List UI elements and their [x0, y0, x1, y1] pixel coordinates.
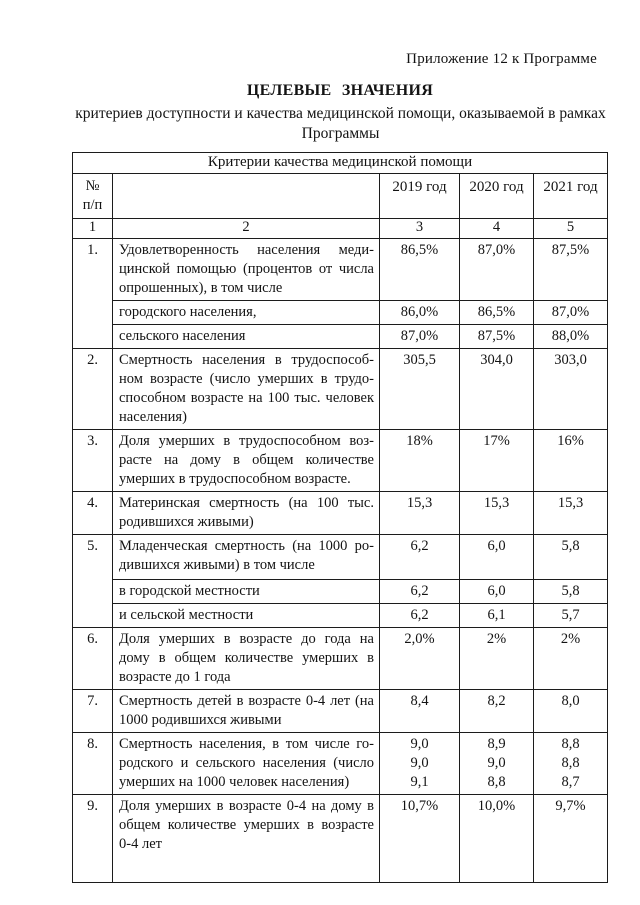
value-2021: 88,0% [532, 324, 609, 349]
row-number: 6. [72, 627, 113, 690]
table-row: 5. Младенческая смертность (на 1000 ро­д… [72, 534, 609, 628]
row-number: 7. [72, 689, 113, 733]
table-row: 1. Удовлетворенность населения меди­цинс… [72, 238, 609, 349]
value-2020: 10,0% [459, 794, 534, 883]
table-row: 4. Материнская смертность (на 100 тыс. р… [72, 491, 609, 535]
table-subrow: и сельской местности 6,2 6,1 5,7 [73, 603, 609, 628]
value-2019: 87,0% [379, 324, 460, 349]
value-2020: 2% [459, 627, 534, 690]
value-2020: 17% [459, 429, 534, 492]
value-2019: 86,0% [379, 300, 460, 325]
value-2020: 15,3 [459, 491, 534, 535]
table-row: 3. Доля умерших в трудоспособном воз­рас… [72, 429, 609, 492]
value-2020: 304,0 [459, 348, 534, 430]
criterion-subtext: городского населения, [112, 300, 380, 325]
criterion-text: Смертность населения в трудоспособ­ном в… [112, 348, 380, 430]
column-header-2019: 2019 год [379, 173, 460, 219]
value-2020: 6,0 [459, 579, 534, 604]
value-2020: 87,0% [459, 238, 534, 301]
column-header-2021: 2021 год [532, 173, 609, 219]
value-2019: 86,5% [379, 238, 460, 301]
value-2021: 87,5% [532, 238, 609, 301]
criterion-text: Смертность детей в возрасте 0-4 лет (на … [112, 689, 380, 733]
table-subrow: городского населения, 86,0% 86,5% 87,0% [73, 300, 609, 325]
value-2019: 2,0% [379, 627, 460, 690]
criterion-subtext: сельского населения [112, 324, 380, 349]
value-2021: 16% [532, 429, 609, 492]
row-number: 8. [72, 732, 113, 795]
value-2021: 87,0% [532, 300, 609, 325]
table-row: 2. Смертность населения в трудоспособ­но… [72, 348, 609, 430]
column-header-2020: 2020 год [459, 173, 534, 219]
value-2019: 6,2 [379, 534, 460, 580]
value-2021: 8,0 [532, 689, 609, 733]
criterion-text: Доля умерших в возрасте 0-4 на дому в об… [112, 794, 380, 883]
column-number: 3 [379, 218, 460, 239]
value-2020: 6,1 [459, 603, 534, 628]
criteria-table: Критерии качества медицинской помощи № п… [71, 152, 609, 883]
criterion-text: Доля умерших в возрасте до года на дому … [112, 627, 380, 690]
column-number: 1 [72, 218, 113, 239]
table-row: 9. Доля умерших в возрасте 0-4 на дому в… [72, 794, 609, 883]
column-header-criteria [112, 173, 380, 219]
value-2021: 5,8 [532, 534, 609, 580]
column-number-row: 1 2 3 4 5 [72, 218, 609, 239]
value-2020: 87,5% [459, 324, 534, 349]
value-2021: 9,7% [532, 794, 609, 883]
value-2021: 303,0 [532, 348, 609, 430]
value-2021: 5,7 [532, 603, 609, 628]
row-number: 9. [72, 794, 113, 883]
value-2019: 8,4 [379, 689, 460, 733]
value-2019: 6,2 [379, 579, 460, 604]
row-number: 5. [72, 534, 113, 628]
criterion-text: Смертность населения, в том числе го­род… [112, 732, 380, 795]
table-row: 7. Смертность детей в возрасте 0-4 лет (… [72, 689, 609, 733]
value-2019: 10,7% [379, 794, 460, 883]
value-2019: 15,3 [379, 491, 460, 535]
column-number: 5 [532, 218, 609, 239]
value-2020: 6,0 [459, 534, 534, 580]
table-subrow: в городской местности 6,2 6,0 5,8 [73, 579, 609, 604]
value-2021: 8,8 8,8 8,7 [532, 732, 609, 795]
value-2021: 5,8 [532, 579, 609, 604]
criterion-subtext: и сельской местности [112, 603, 380, 628]
document-subtitle: критериев доступности и качества медицин… [75, 105, 606, 142]
criterion-text: Младенческая смертность (на 1000 ро­дивш… [112, 534, 380, 580]
table-row: 6. Доля умерших в возрасте до года на до… [72, 627, 609, 690]
row-number: 1. [72, 238, 113, 349]
criterion-text: Удовлетворенность населения меди­цинской… [112, 238, 380, 301]
row-number: 4. [72, 491, 113, 535]
column-number: 2 [112, 218, 380, 239]
criterion-subtext: в городской местности [112, 579, 380, 604]
column-number: 4 [459, 218, 534, 239]
table-subrow: сельского населения 87,0% 87,5% 88,0% [73, 324, 609, 349]
table-caption: Критерии качества медицинской помощи [71, 152, 609, 174]
criterion-text: Материнская смертность (на 100 тыс. роди… [112, 491, 380, 535]
row-number: 2. [72, 348, 113, 430]
table-caption-row: Критерии качества медицинской помощи [71, 152, 609, 174]
value-2019: 6,2 [379, 603, 460, 628]
row-number: 3. [72, 429, 113, 492]
value-2020: 8,2 [459, 689, 534, 733]
column-header-num: № п/п [72, 173, 113, 219]
table-row: 8. Смертность населения, в том числе го­… [72, 732, 609, 795]
value-2019: 305,5 [379, 348, 460, 430]
value-2020: 8,9 9,0 8,8 [459, 732, 534, 795]
criterion-text: Доля умерших в трудоспособном воз­расте … [112, 429, 380, 492]
annex-reference: Приложение 12 к Программе [406, 51, 597, 67]
table-header-row: № п/п 2019 год 2020 год 2021 год [72, 173, 609, 219]
value-2021: 2% [532, 627, 609, 690]
value-2019: 18% [379, 429, 460, 492]
value-2019: 9,0 9,0 9,1 [379, 732, 460, 795]
value-2020: 86,5% [459, 300, 534, 325]
document-title: ЦЕЛЕВЫЕ ЗНАЧЕНИЯ [246, 82, 434, 99]
value-2021: 15,3 [532, 491, 609, 535]
